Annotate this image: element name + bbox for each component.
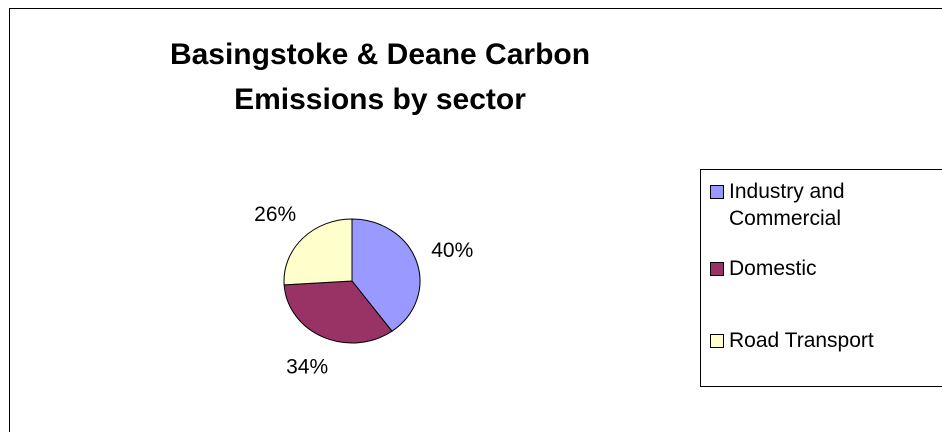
chart-frame	[9, 8, 942, 432]
legend: Industry and Commercial Domestic Road Tr…	[700, 169, 942, 387]
legend-item-domestic: Domestic	[710, 255, 929, 282]
chart-title-line-1: Basingstoke & Deane Carbon	[169, 38, 591, 71]
legend-swatch-road-transport	[710, 334, 724, 348]
legend-label-industry-line-2: Commercial	[729, 207, 842, 230]
legend-item-industry-commercial: Industry and Commercial	[710, 178, 929, 232]
legend-swatch-domestic	[710, 262, 724, 276]
chart-title: Basingstoke & Deane Carbon Emissions by …	[150, 32, 610, 122]
pie-slice-road-transport	[283, 218, 353, 286]
pie-label-road-transport: 26%	[254, 203, 296, 226]
legend-label-road-transport: Road Transport	[729, 329, 874, 352]
legend-label-domestic: Domestic	[729, 257, 817, 280]
pie-slice-domestic	[283, 280, 393, 344]
legend-label-industry-line-1: Industry and	[729, 180, 845, 203]
legend-label-industry: Industry and Commercial	[729, 178, 929, 232]
pie-slice-industry-commercial	[351, 218, 421, 332]
legend-item-road-transport: Road Transport	[710, 327, 929, 354]
chart-title-line-2: Emissions by sector	[234, 83, 526, 116]
pie-label-industry: 40%	[431, 239, 473, 262]
legend-swatch-industry	[710, 185, 724, 199]
pie-label-domestic: 34%	[286, 356, 328, 379]
